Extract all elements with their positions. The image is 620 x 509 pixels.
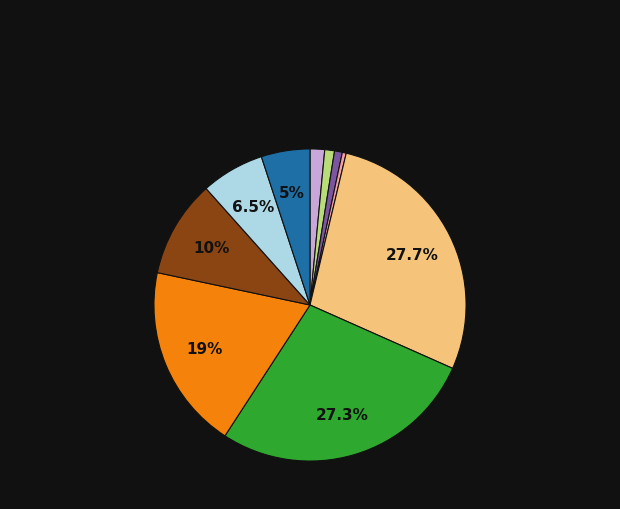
Text: 6.5%: 6.5% xyxy=(232,200,274,214)
Wedge shape xyxy=(310,150,325,305)
Text: 27.3%: 27.3% xyxy=(316,407,369,422)
Wedge shape xyxy=(310,154,466,369)
Wedge shape xyxy=(225,305,453,461)
Text: 19%: 19% xyxy=(187,342,223,356)
Wedge shape xyxy=(262,150,310,305)
Wedge shape xyxy=(154,273,310,436)
Wedge shape xyxy=(157,189,310,305)
Text: 5%: 5% xyxy=(279,186,305,201)
Wedge shape xyxy=(310,152,342,305)
Wedge shape xyxy=(206,157,310,305)
Text: 27.7%: 27.7% xyxy=(386,247,438,263)
Wedge shape xyxy=(310,150,335,305)
Text: 10%: 10% xyxy=(193,241,230,256)
Wedge shape xyxy=(310,153,346,305)
